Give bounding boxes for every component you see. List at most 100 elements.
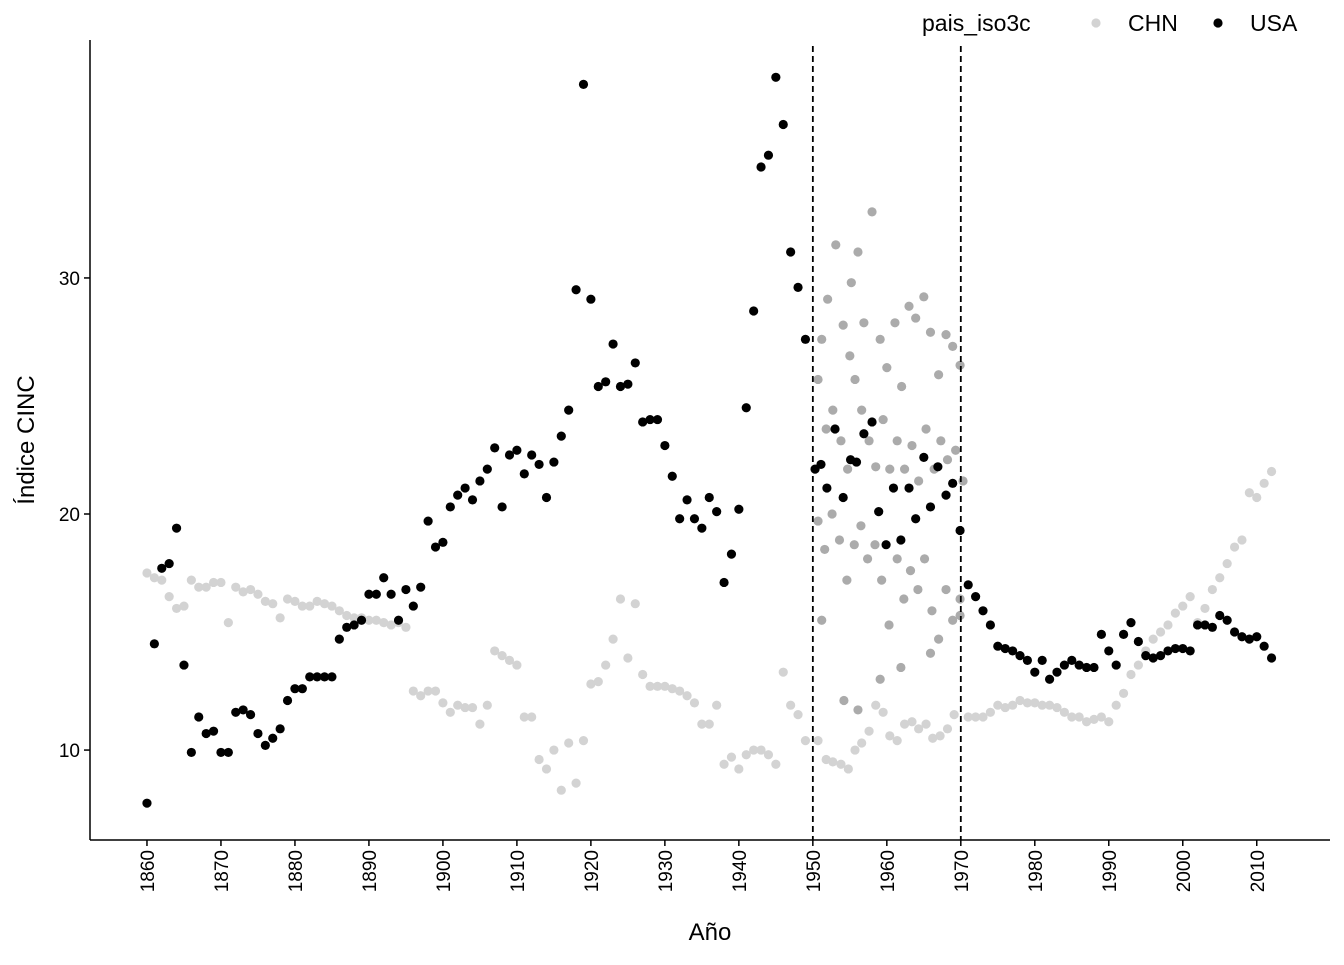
point xyxy=(652,414,663,425)
point xyxy=(179,601,189,611)
point xyxy=(828,757,838,767)
legend-swatch xyxy=(1091,18,1101,28)
point xyxy=(334,634,344,644)
jitter-point xyxy=(870,540,880,550)
x-tick-label: 1890 xyxy=(360,850,381,892)
jitter-point xyxy=(927,606,937,616)
point xyxy=(260,740,270,750)
point xyxy=(763,750,774,760)
point xyxy=(423,686,433,696)
point xyxy=(867,417,877,427)
point xyxy=(885,731,895,741)
jitter-point xyxy=(941,330,951,340)
point xyxy=(712,700,722,710)
point xyxy=(1037,700,1047,710)
point xyxy=(734,504,744,514)
point xyxy=(305,672,315,682)
point xyxy=(911,514,921,524)
point xyxy=(907,717,917,727)
point xyxy=(741,750,751,760)
jitter-point xyxy=(899,594,909,604)
point xyxy=(1170,608,1180,618)
point xyxy=(253,728,263,739)
jitter-point xyxy=(882,363,892,373)
point xyxy=(482,464,492,474)
point xyxy=(534,754,544,765)
x-tick-label: 1990 xyxy=(1100,850,1121,892)
point xyxy=(1089,714,1099,724)
point xyxy=(985,620,996,630)
legend-swatch xyxy=(1213,18,1223,28)
point xyxy=(704,719,714,729)
point xyxy=(1074,660,1084,670)
point xyxy=(615,594,626,604)
point xyxy=(497,651,507,661)
point xyxy=(933,462,943,472)
point xyxy=(1022,698,1032,708)
point xyxy=(771,72,781,82)
point xyxy=(186,747,196,758)
point xyxy=(245,584,256,595)
point xyxy=(993,700,1003,710)
point xyxy=(601,660,611,670)
point xyxy=(194,712,204,722)
point xyxy=(838,492,848,503)
point xyxy=(978,712,988,722)
point xyxy=(878,707,888,717)
jitter-point xyxy=(831,240,841,250)
point xyxy=(1229,627,1240,637)
point xyxy=(793,710,803,720)
point xyxy=(675,514,685,524)
point xyxy=(1185,592,1195,602)
point xyxy=(630,358,640,368)
point xyxy=(164,558,174,569)
point xyxy=(697,719,707,729)
legend-title: pais_iso3c xyxy=(922,10,1031,36)
jitter-point xyxy=(853,247,863,257)
point xyxy=(1259,478,1269,488)
point xyxy=(356,615,367,625)
point xyxy=(571,285,581,295)
point xyxy=(689,514,700,524)
point xyxy=(467,495,478,505)
jitter-point xyxy=(842,575,852,585)
point xyxy=(1252,632,1262,642)
point xyxy=(1178,601,1188,611)
x-tick-label: 1980 xyxy=(1026,850,1047,892)
jitter-point xyxy=(942,455,953,465)
point xyxy=(349,620,359,630)
point xyxy=(778,119,788,130)
point xyxy=(282,695,293,706)
point xyxy=(453,490,463,500)
jitter-point xyxy=(817,334,827,344)
point xyxy=(327,601,337,611)
point xyxy=(549,745,559,755)
point xyxy=(379,617,389,628)
jitter-point xyxy=(834,535,845,545)
point xyxy=(260,596,270,606)
point xyxy=(1237,535,1247,545)
point xyxy=(297,601,307,611)
jitter-point xyxy=(857,405,867,415)
jitter-point xyxy=(827,509,837,519)
jitter-point xyxy=(878,414,888,425)
point xyxy=(726,752,737,762)
point xyxy=(512,445,522,455)
point xyxy=(935,731,945,741)
point xyxy=(564,405,574,415)
point xyxy=(756,745,766,755)
jitter-point xyxy=(859,318,869,328)
point xyxy=(1044,700,1055,710)
point xyxy=(726,549,737,559)
point xyxy=(512,660,522,670)
jitter-point xyxy=(850,374,860,385)
jitter-point xyxy=(871,462,881,472)
point xyxy=(194,582,204,592)
point xyxy=(1155,627,1166,637)
point xyxy=(904,483,914,493)
point xyxy=(756,162,766,172)
point xyxy=(1215,573,1225,583)
point xyxy=(652,681,663,691)
point xyxy=(1052,702,1062,713)
